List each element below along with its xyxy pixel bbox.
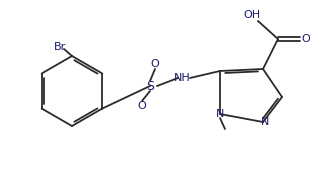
Text: O: O [151,59,160,69]
Text: N: N [216,109,224,119]
Text: O: O [302,34,310,44]
Text: Br: Br [54,42,66,52]
Text: O: O [138,101,146,111]
Text: NH: NH [174,73,190,83]
Text: OH: OH [243,10,261,20]
Text: N: N [261,117,269,127]
Text: S: S [146,79,154,93]
